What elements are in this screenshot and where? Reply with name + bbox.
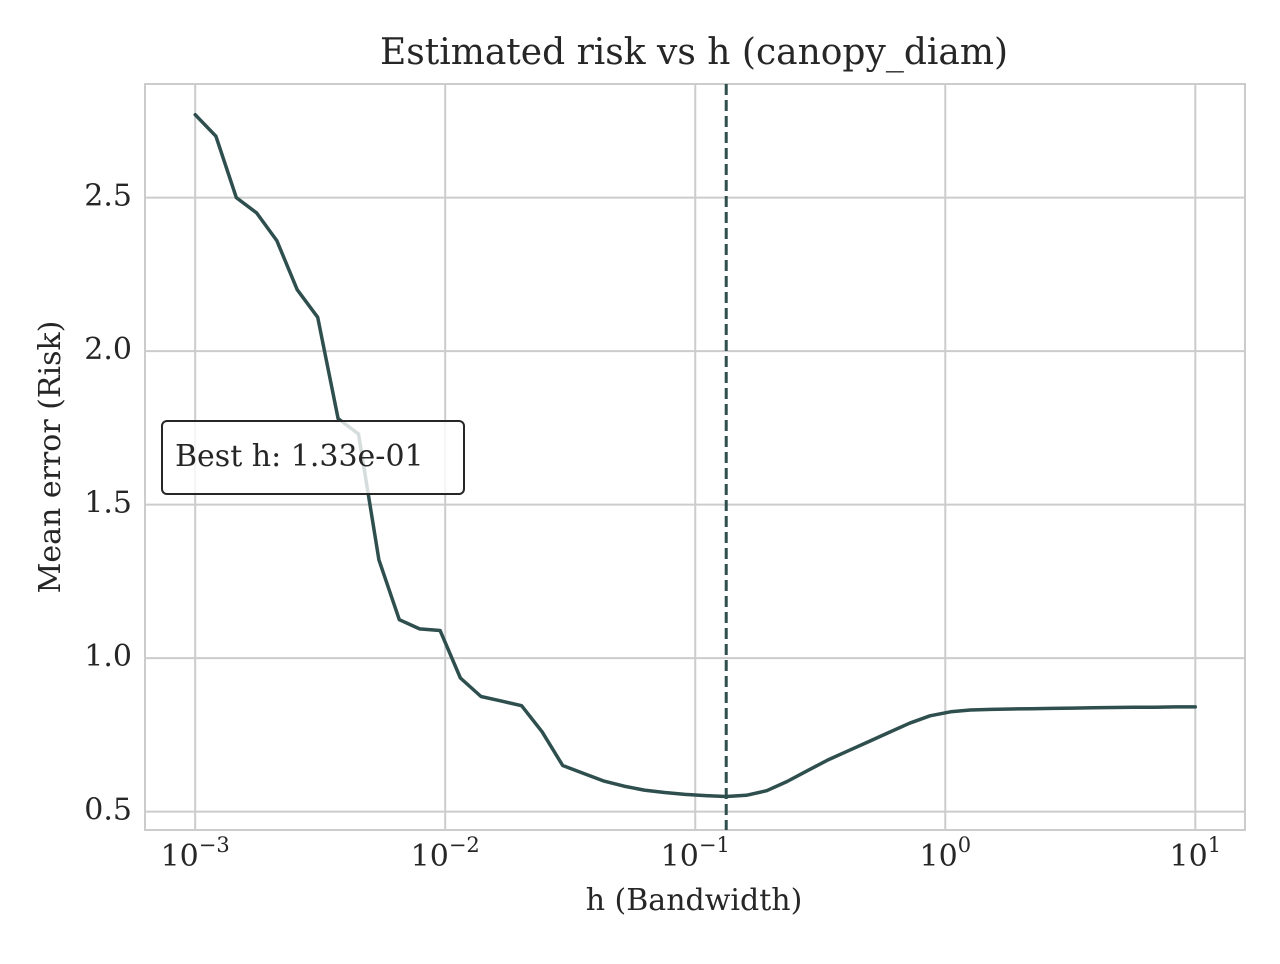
annotation-frame bbox=[161, 420, 465, 495]
x-tick-label: 10−2 bbox=[411, 833, 480, 875]
chart-title: Estimated risk vs h (canopy_diam) bbox=[380, 32, 1008, 73]
x-tick-label: 10−3 bbox=[161, 833, 230, 875]
y-tick-labels: 0.5 1.0 1.5 2.0 2.5 bbox=[84, 179, 132, 828]
grid-layer bbox=[145, 84, 1245, 830]
x-tick-label: 10−1 bbox=[661, 833, 730, 875]
plot-frame bbox=[144, 83, 1246, 831]
y-axis-label: Mean error (Risk) bbox=[33, 321, 68, 594]
annotation-box: Best h: 1.33e-01 bbox=[161, 420, 465, 495]
x-tick-label: 100 bbox=[920, 833, 972, 875]
y-tick-label: 2.5 bbox=[84, 179, 132, 214]
y-tick-label: 0.5 bbox=[84, 793, 132, 828]
x-tick-label: 101 bbox=[1170, 833, 1222, 875]
y-tick-label: 1.5 bbox=[84, 486, 132, 521]
x-tick-labels: 10−3 10−2 10−1 100 101 bbox=[161, 833, 1222, 875]
x-axis-label: h (Bandwidth) bbox=[586, 883, 803, 918]
y-tick-label: 1.0 bbox=[84, 639, 132, 674]
y-tick-label: 2.0 bbox=[84, 332, 132, 367]
annotation-text: Best h: 1.33e-01 bbox=[175, 439, 424, 474]
